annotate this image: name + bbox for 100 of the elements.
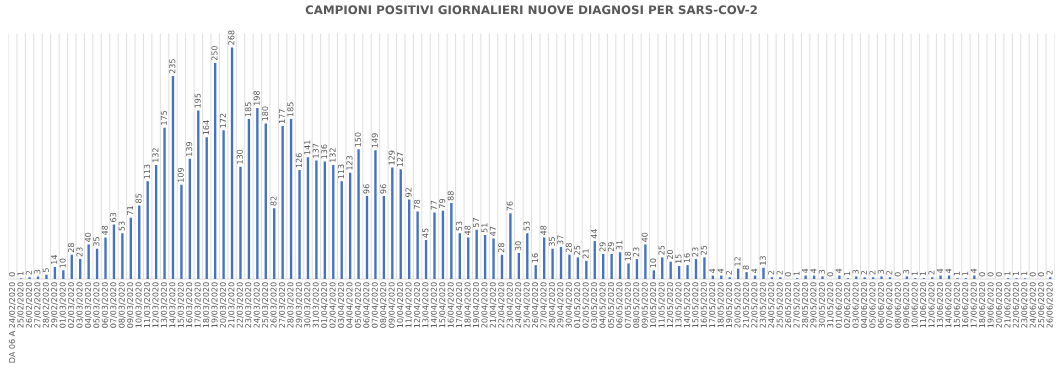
x-tick-label: 10/04/2020 [397, 282, 404, 328]
x-tick-label: 08/03/2020 [118, 282, 126, 328]
data-label: 18 [624, 251, 631, 261]
bar [939, 275, 942, 279]
data-label: 28 [565, 243, 572, 253]
data-label: 180 [262, 106, 269, 121]
data-label: 4 [802, 268, 808, 274]
x-tick-label: 30/05/2020 [818, 282, 826, 328]
data-label: 28 [498, 243, 505, 253]
x-tick-label: 12/06/2020 [928, 282, 936, 328]
x-tick-label: 25/06/2020 [1038, 282, 1045, 328]
data-label: 76 [506, 201, 513, 211]
bar [475, 229, 478, 279]
data-label: 1 [920, 271, 926, 276]
x-tick-label: 06/06/2020 [877, 282, 885, 328]
data-label: 198 [253, 90, 260, 105]
data-label: 47 [489, 226, 496, 236]
bar [627, 263, 630, 279]
x-tick-label: 04/06/2020 [860, 282, 868, 328]
data-label: 25 [658, 245, 665, 255]
x-tick-label: 11/05/2020 [658, 282, 666, 328]
x-tick-label: 11/04/2020 [405, 282, 413, 328]
x-tick-label: 03/03/2020 [76, 282, 84, 328]
x-tick-label: 21/05/2020 [742, 282, 750, 328]
chart-title: CAMPIONI POSITIVI GIORNALIERI NUOVE DIAGNOSI PER SARS-COV-2 [305, 5, 757, 15]
x-tick-label: 21/03/2020 [228, 282, 236, 328]
x-tick-label: 08/05/2020 [633, 282, 640, 328]
data-label: 10 [650, 258, 657, 268]
bar [610, 253, 613, 279]
x-tick-label: 07/05/2020 [624, 282, 632, 328]
x-tick-label: 17/06/2020 [970, 282, 978, 328]
bar [551, 248, 554, 279]
x-tick-label: 15/04/2020 [439, 282, 446, 328]
x-tick-label: 03/04/2020 [337, 282, 345, 328]
x-tick-label: 28/02/2020 [42, 282, 50, 328]
bar [686, 265, 689, 279]
x-tick-label: 26/02/2020 [25, 282, 33, 328]
x-tick-label: 04/05/2020 [599, 282, 607, 328]
data-label: 4 [936, 268, 943, 274]
bar [745, 272, 748, 279]
x-tick-label: 21/06/2020 [1004, 282, 1012, 328]
x-tick-label: 25/02/2020 [17, 282, 25, 328]
data-label: 4 [970, 268, 977, 274]
data-label: 2 [768, 270, 775, 275]
data-label: 2 [25, 270, 32, 275]
x-tick-label: 20/05/2020 [734, 282, 742, 328]
bar [298, 170, 301, 279]
x-tick-label: 11/06/2020 [919, 282, 927, 328]
data-label: 29 [599, 242, 606, 252]
x-tick-label: 19/05/2020 [725, 282, 733, 328]
x-tick-label: 22/06/2020 [1012, 282, 1020, 328]
x-tick-label: 09/03/2020 [127, 282, 134, 328]
x-tick-label: 08/06/2020 [894, 282, 902, 328]
x-tick-label: 09/04/2020 [388, 282, 396, 328]
x-tick-label: 25/03/2020 [262, 282, 269, 328]
x-tick-label: DA 06 A 24/02/2020 [8, 282, 16, 363]
x-tick-label: 07/06/2020 [886, 282, 893, 328]
bar [256, 107, 259, 279]
bar [222, 130, 225, 279]
x-tick-label: 24/03/2020 [253, 282, 261, 328]
bar [509, 213, 512, 279]
x-tick-label: 06/05/2020 [616, 282, 624, 328]
bar [492, 238, 495, 279]
bar [652, 270, 655, 279]
data-label: 1 [962, 271, 969, 276]
data-label: 0 [785, 272, 792, 277]
data-label: 4 [709, 268, 716, 274]
data-label: 4 [717, 268, 724, 274]
data-label: 0 [827, 272, 834, 277]
data-label: 3 [877, 269, 884, 274]
x-tick-label: 24/04/2020 [515, 282, 522, 328]
data-label: 185 [287, 102, 294, 117]
data-label: 71 [127, 206, 134, 215]
data-label: 0 [1038, 272, 1045, 277]
x-tick-label: 20/03/2020 [219, 282, 227, 328]
x-tick-label: 28/03/2020 [287, 282, 295, 328]
data-label: 185 [245, 102, 252, 117]
x-tick-label: 02/05/2020 [582, 282, 590, 328]
data-label: 21 [582, 249, 589, 259]
data-label: 1 [953, 271, 960, 276]
x-tick-label: 01/06/2020 [835, 282, 843, 328]
x-tick-label: 29/02/2020 [51, 282, 58, 328]
data-label: 5 [42, 268, 49, 272]
bar [703, 257, 706, 279]
x-tick-label: 17/05/2020 [709, 282, 716, 328]
x-tick-label: 02/06/2020 [844, 282, 851, 328]
x-tick-label: 14/06/2020 [945, 282, 953, 328]
data-label: 44 [591, 229, 597, 239]
data-label: 164 [202, 120, 210, 135]
x-tick-label: 22/05/2020 [751, 282, 759, 328]
data-label: 2 [1046, 270, 1053, 275]
bar [62, 270, 65, 279]
bar [450, 202, 453, 279]
data-label: 16 [531, 253, 539, 263]
x-tick-label: 12/05/2020 [666, 282, 674, 328]
data-label: 113 [337, 164, 345, 179]
data-label: 4 [751, 268, 758, 274]
x-tick-label: 10/03/2020 [135, 282, 143, 328]
x-tick-label: 13/03/2020 [160, 282, 168, 328]
x-tick-label: 01/05/2020 [574, 282, 581, 328]
